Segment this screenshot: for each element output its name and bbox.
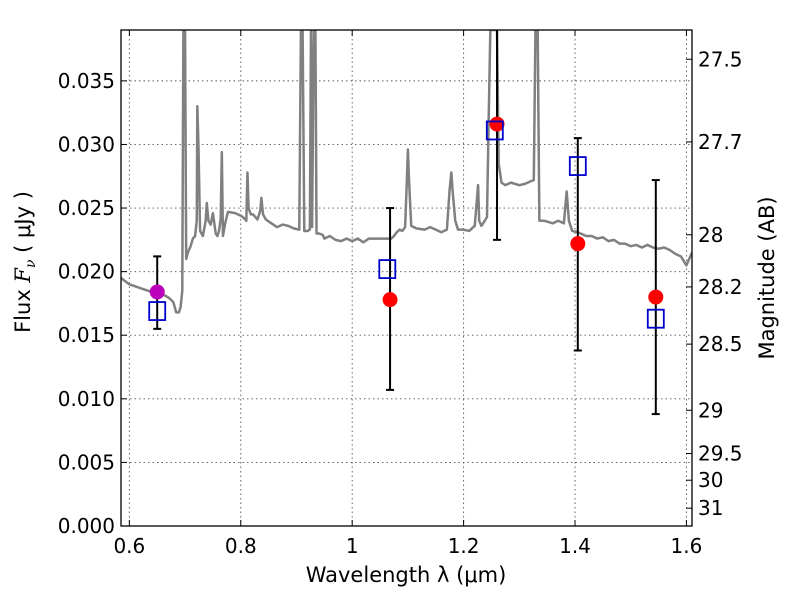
filter-marker-square — [485, 120, 504, 141]
y-tick-label: 0.005 — [58, 450, 115, 474]
y-tick-label: 0.000 — [58, 514, 115, 538]
x-tick-label: 1.6 — [671, 534, 703, 558]
x-tick-label: 1 — [346, 534, 359, 558]
x-tick-label: 0.6 — [113, 534, 145, 558]
y-tick-label: 0.020 — [58, 260, 115, 284]
plot-frame — [120, 29, 693, 527]
data-points-layer — [149, 116, 664, 308]
right-tick-label: 27.5 — [698, 47, 743, 71]
observed-data-point — [489, 116, 505, 132]
filter-marker-square — [378, 259, 397, 279]
x-axis-ticks: 0.6 0.8 1 1.2 1.4 1.6 — [113, 30, 702, 558]
y-tick-label: 0.025 — [58, 196, 115, 220]
x-tick-label: 1.2 — [448, 534, 480, 558]
right-axis-ticks: 27.5 27.7 28 28.2 28.5 29 29.530 31 — [686, 47, 743, 520]
model-spectrum-line — [121, 30, 692, 314]
right-tick-label: 28.2 — [698, 275, 743, 299]
right-tick-label: 28 — [698, 223, 723, 247]
grid-lines — [121, 30, 692, 527]
x-axis-label: Wavelength λ (μm) — [306, 563, 507, 587]
right-axis-label: Magnitude (AB) — [755, 196, 779, 359]
right-tick-label: 29.5 — [698, 442, 743, 466]
right-tick-label: 31 — [698, 496, 723, 520]
y-tick-label: 0.010 — [58, 387, 115, 411]
right-tick-label: 27.7 — [698, 130, 743, 154]
right-tick-label: 28.5 — [698, 332, 743, 356]
observed-data-point — [648, 289, 664, 305]
y-axis-ticks: 0.000 0.005 0.010 0.015 0.020 0.025 0.030 0.035 — [58, 69, 127, 538]
y-tick-label: 0.035 — [58, 69, 115, 93]
filter-marker-square — [148, 301, 167, 321]
filter-marker-square — [646, 308, 665, 329]
filter-marker-square — [568, 156, 587, 176]
y-tick-label: 0.015 — [58, 323, 115, 347]
right-tick-label: 29 — [698, 398, 723, 422]
model-spectrum-layer — [121, 30, 692, 314]
special-data-point — [149, 284, 165, 300]
x-tick-label: 1.4 — [559, 534, 591, 558]
x-tick-label: 0.8 — [225, 534, 257, 558]
y-tick-label: 0.030 — [58, 132, 115, 156]
observed-data-point — [570, 236, 586, 252]
right-tick-label: 30 — [698, 468, 723, 492]
y-axis-label: Flux Fν ( μJy ) — [11, 191, 39, 333]
filter-markers-layer — [148, 120, 665, 329]
observed-data-point — [382, 292, 398, 308]
